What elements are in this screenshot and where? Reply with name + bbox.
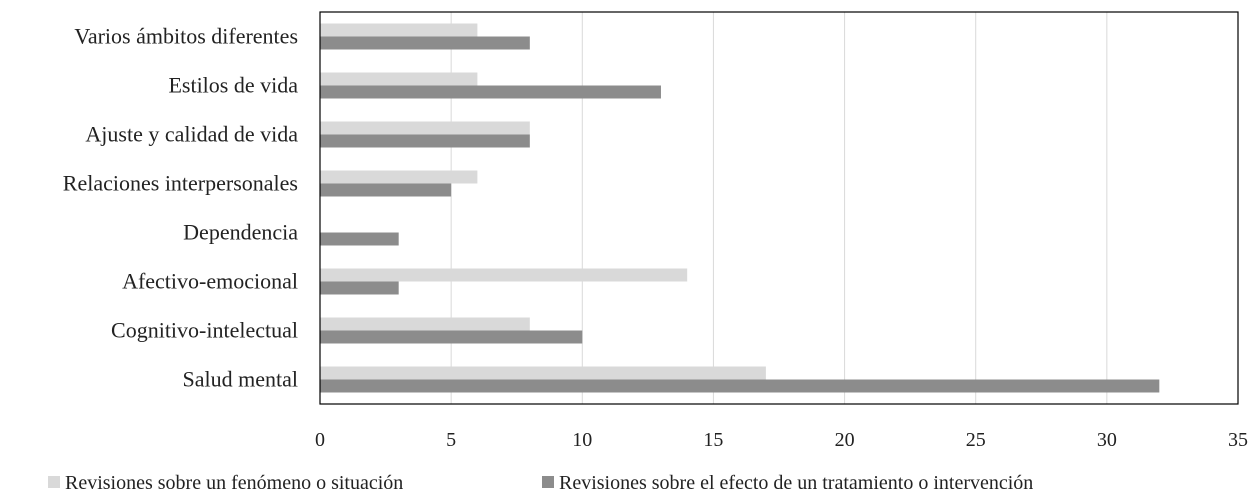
gridlines — [450, 12, 1108, 404]
x-tick-label: 5 — [446, 429, 456, 451]
category-labels: Varios ámbitos diferentes Estilos de vida… — [63, 24, 298, 392]
category-label: Dependencia — [183, 220, 298, 245]
x-tick-label: 20 — [835, 429, 855, 451]
bar-series2-cat4 — [320, 183, 452, 197]
bar-series2-cat3 — [320, 134, 530, 148]
category-label: Estilos de vida — [168, 73, 298, 98]
x-tick-label: 15 — [703, 429, 723, 451]
x-tick-label: 10 — [572, 429, 592, 451]
x-tick-label: 25 — [966, 429, 986, 451]
x-tick-label: 0 — [315, 429, 325, 451]
category-label: Relaciones interpersonales — [63, 171, 298, 196]
category-label: Ajuste y calidad de vida — [85, 122, 298, 147]
bar-series2-cat8 — [320, 379, 1160, 393]
bars — [320, 23, 1160, 393]
plot-area-border — [319, 11, 1239, 405]
category-label: Salud mental — [183, 367, 298, 392]
legend-swatch-series2 — [542, 476, 554, 488]
bar-series2-cat2 — [320, 85, 661, 99]
bar-series1-cat8 — [320, 366, 766, 380]
x-tick-label: 35 — [1228, 429, 1248, 451]
legend-label-series1: Revisiones sobre un fenómeno o situación — [65, 472, 403, 494]
category-label: Cognitivo-intelectual — [111, 318, 298, 343]
x-tick-labels: 0 5 10 15 20 25 30 35 — [315, 429, 1248, 451]
bar-series2-cat6 — [320, 281, 399, 295]
x-tick-label: 30 — [1097, 429, 1117, 451]
category-label: Varios ámbitos diferentes — [74, 24, 298, 49]
bar-series1-cat2 — [320, 72, 478, 86]
bar-series2-cat1 — [320, 36, 530, 50]
bar-series1-cat6 — [320, 268, 688, 282]
bar-series1-cat3 — [320, 121, 530, 135]
bar-series2-cat5 — [320, 232, 399, 246]
bar-series1-cat4 — [320, 170, 478, 184]
bar-series1-cat7 — [320, 317, 530, 331]
legend: Revisiones sobre un fenómeno o situación… — [48, 472, 1033, 494]
bar-series1-cat1 — [320, 23, 478, 37]
bar-series2-cat7 — [320, 330, 583, 344]
legend-label-series2: Revisiones sobre el efecto de un tratami… — [559, 472, 1033, 494]
category-label: Afectivo-emocional — [122, 269, 298, 294]
legend-swatch-series1 — [48, 476, 60, 488]
